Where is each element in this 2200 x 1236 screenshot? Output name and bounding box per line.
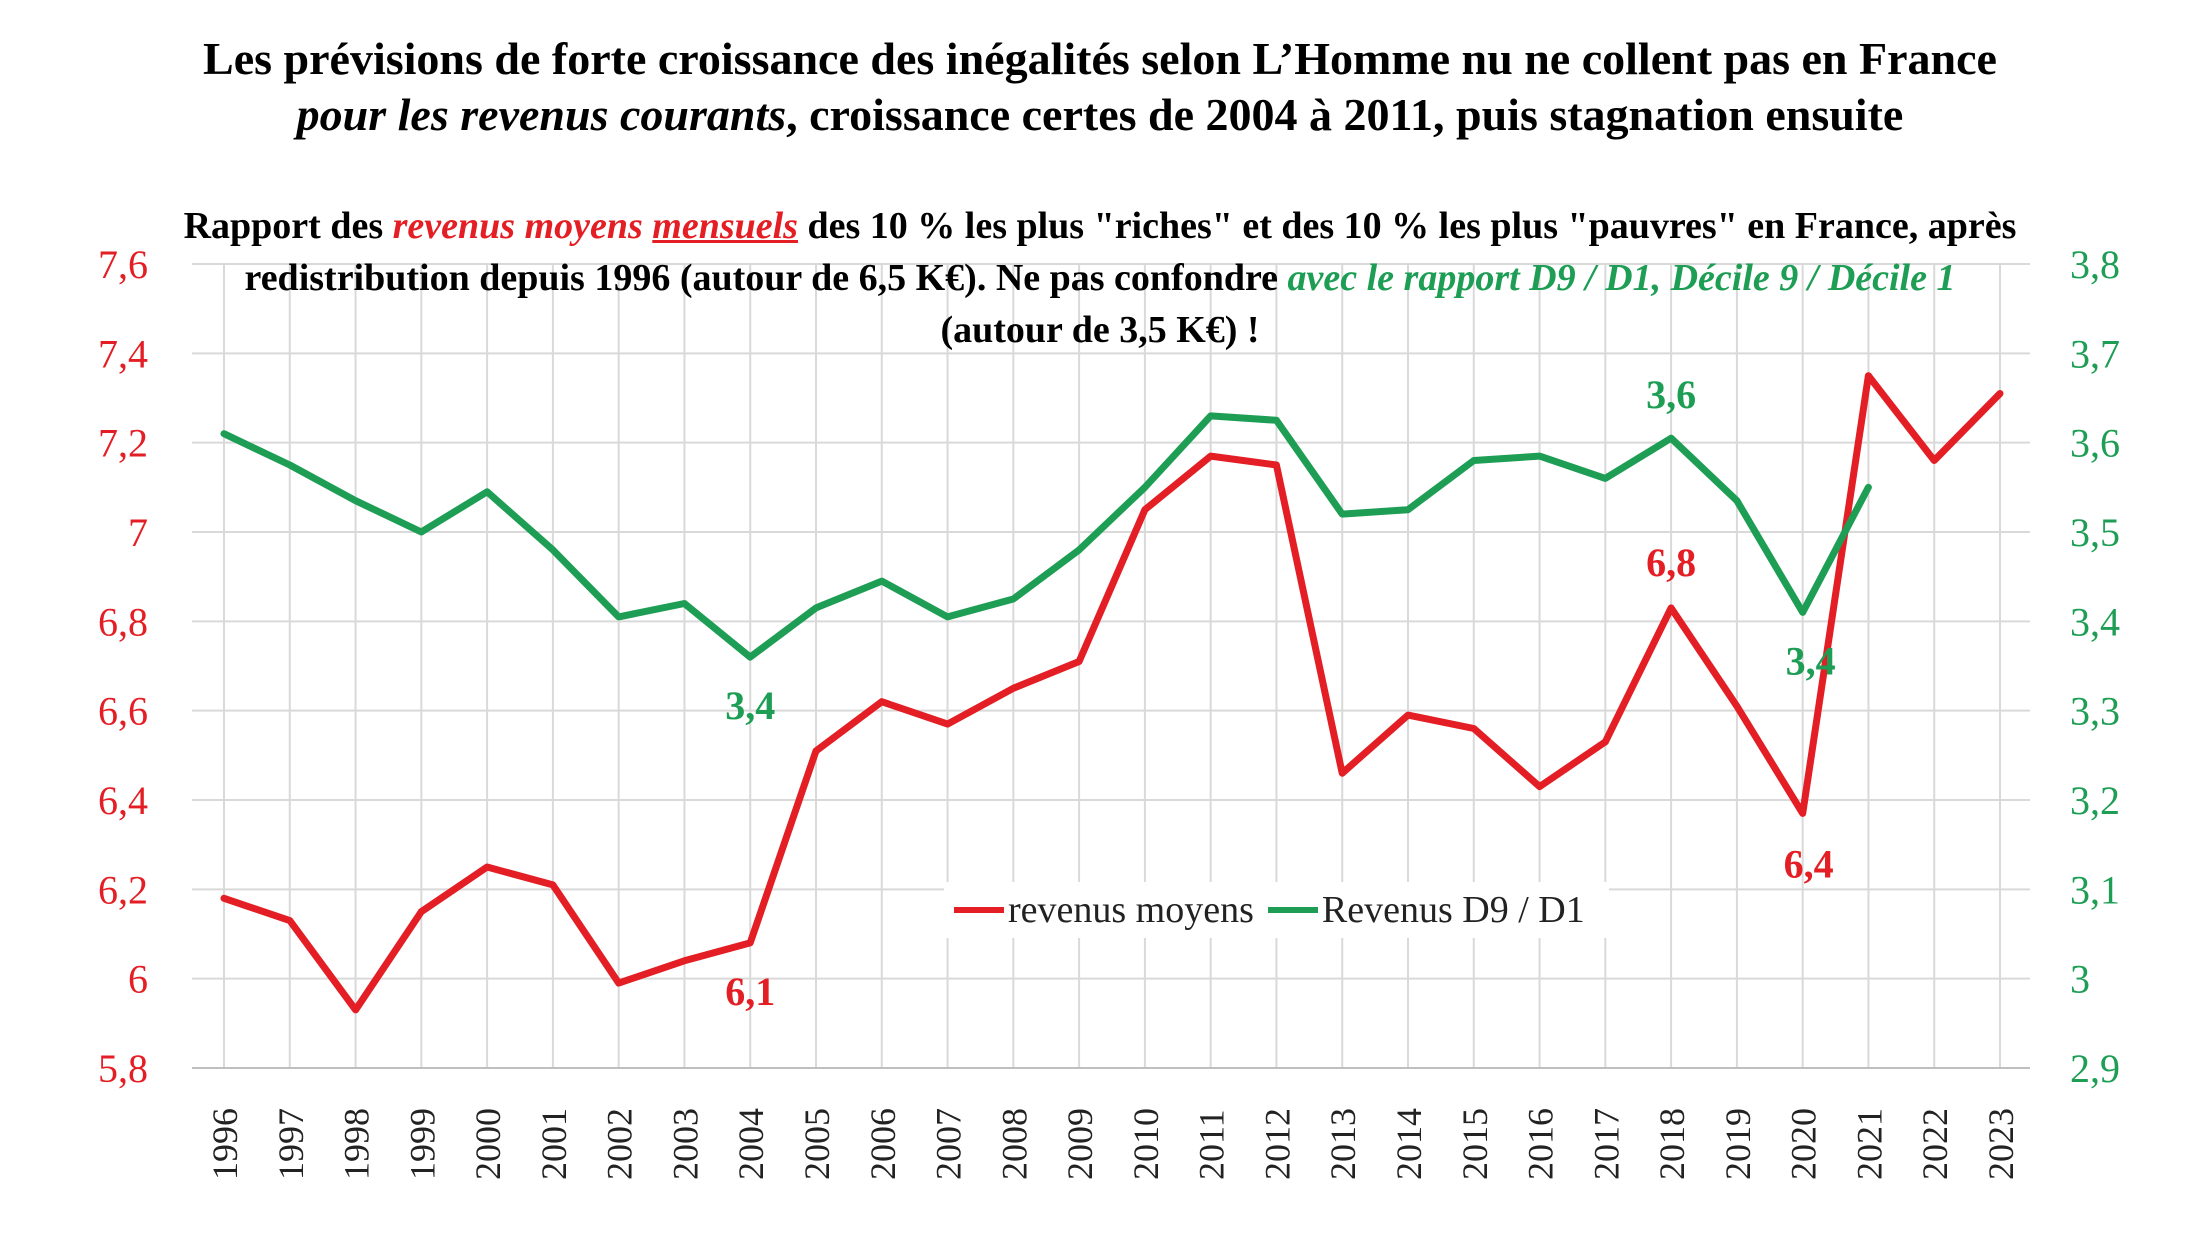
x-tick-label: 2002: [600, 1108, 640, 1180]
left-tick-label: 7,4: [98, 331, 148, 376]
legend-label-green: Revenus D9 / D1: [1321, 889, 1585, 931]
right-tick-label: 3,4: [2070, 599, 2120, 644]
data-label: 3,6: [1646, 372, 1696, 417]
chart-title-line2: pour les revenus courants, croissance ce…: [0, 88, 2200, 142]
subtitle-part-7: (autour de 3,5 K€) !: [940, 309, 1260, 351]
data-label: 6,8: [1646, 540, 1696, 585]
subtitle-red-underline: mensuels: [652, 205, 798, 247]
x-tick-label: 1998: [337, 1108, 377, 1180]
left-tick-label: 7: [128, 510, 148, 555]
x-tick-label: 2001: [534, 1108, 574, 1180]
right-tick-label: 3,6: [2070, 421, 2120, 466]
chart-subtitle: Rapport des revenus moyens mensuels des …: [180, 200, 2020, 356]
x-tick-label: 2009: [1060, 1108, 1100, 1180]
x-tick-label: 2003: [665, 1108, 705, 1180]
x-tick-label: 2023: [1981, 1108, 2021, 1180]
series-line-revenus-moyens: [220, 372, 2004, 1014]
right-tick-label: 2,9: [2070, 1046, 2120, 1091]
x-tick-label: 2018: [1652, 1108, 1692, 1180]
x-tick-label: 2000: [468, 1108, 508, 1180]
left-tick-label: 7,6: [98, 242, 148, 287]
subtitle-green-italic: avec le rapport D9 / D1, Décile 9 / Déci…: [1287, 257, 1956, 299]
x-tick-label: 2021: [1849, 1108, 1889, 1180]
subtitle-part-5: des 10 % les plus "riches" et des 10 % l…: [244, 205, 2017, 299]
x-tick-label: 2004: [731, 1108, 771, 1180]
title-rest-part: , croissance certes de 2004 à 2011, puis…: [786, 89, 1904, 140]
x-tick-label: 2022: [1915, 1108, 1955, 1180]
x-tick-label: 2014: [1389, 1108, 1429, 1180]
x-tick-label: 2020: [1784, 1108, 1824, 1180]
x-tick-label: 2006: [863, 1108, 903, 1180]
right-tick-label: 3,7: [2070, 331, 2120, 376]
left-tick-label: 6,6: [98, 689, 148, 734]
x-tick-label: 2011: [1192, 1109, 1232, 1180]
x-tick-label: 2016: [1521, 1108, 1561, 1180]
x-tick-label: 2019: [1718, 1108, 1758, 1180]
subtitle-part-1: Rapport des: [183, 205, 393, 247]
right-tick-label: 3,3: [2070, 689, 2120, 734]
right-tick-label: 3,1: [2070, 867, 2120, 912]
x-tick-label: 1996: [205, 1108, 245, 1180]
subtitle-space: [643, 205, 653, 247]
left-tick-label: 7,2: [98, 421, 148, 466]
title-italic-part: pour les revenus courants: [296, 89, 787, 140]
x-tick-label: 2007: [929, 1108, 969, 1180]
data-label: 3,4: [1786, 638, 1836, 683]
left-tick-label: 6: [128, 957, 148, 1002]
right-tick-label: 3: [2070, 957, 2090, 1002]
legend-label-red: revenus moyens: [1008, 889, 1254, 931]
data-label: 6,4: [1784, 841, 1834, 886]
legend-item-red: revenus moyens: [954, 882, 1254, 938]
x-tick-label: 2005: [797, 1108, 837, 1180]
x-tick-label: 2015: [1455, 1108, 1495, 1180]
left-tick-label: 6,8: [98, 599, 148, 644]
x-tick-label: 1997: [271, 1108, 311, 1180]
legend-swatch-red: [954, 907, 1004, 913]
right-tick-label: 3,2: [2070, 778, 2120, 823]
left-tick-label: 6,4: [98, 778, 148, 823]
data-label: 6,1: [725, 969, 775, 1014]
x-tick-label: 2008: [994, 1108, 1034, 1180]
x-tick-label: 1999: [402, 1108, 442, 1180]
series-line-d9-d1: [220, 412, 1872, 661]
x-tick-label: 2017: [1586, 1108, 1626, 1180]
x-tick-label: 2012: [1257, 1108, 1297, 1180]
x-tick-label: 2013: [1323, 1108, 1363, 1180]
left-tick-label: 6,2: [98, 867, 148, 912]
right-tick-label: 3,8: [2070, 242, 2120, 287]
x-tick-label: 2010: [1126, 1108, 1166, 1180]
subtitle-red-italic: revenus moyens: [392, 205, 643, 247]
data-label: 3,4: [725, 683, 775, 728]
legend-swatch-green: [1267, 907, 1318, 913]
chart-legend: revenus moyens Revenus D9 / D1: [944, 882, 1609, 938]
left-tick-label: 5,8: [98, 1046, 148, 1091]
legend-item-green: Revenus D9 / D1: [1267, 882, 1585, 938]
chart-title-line1: Les prévisions de forte croissance des i…: [203, 33, 1997, 84]
right-tick-label: 3,5: [2070, 510, 2120, 555]
